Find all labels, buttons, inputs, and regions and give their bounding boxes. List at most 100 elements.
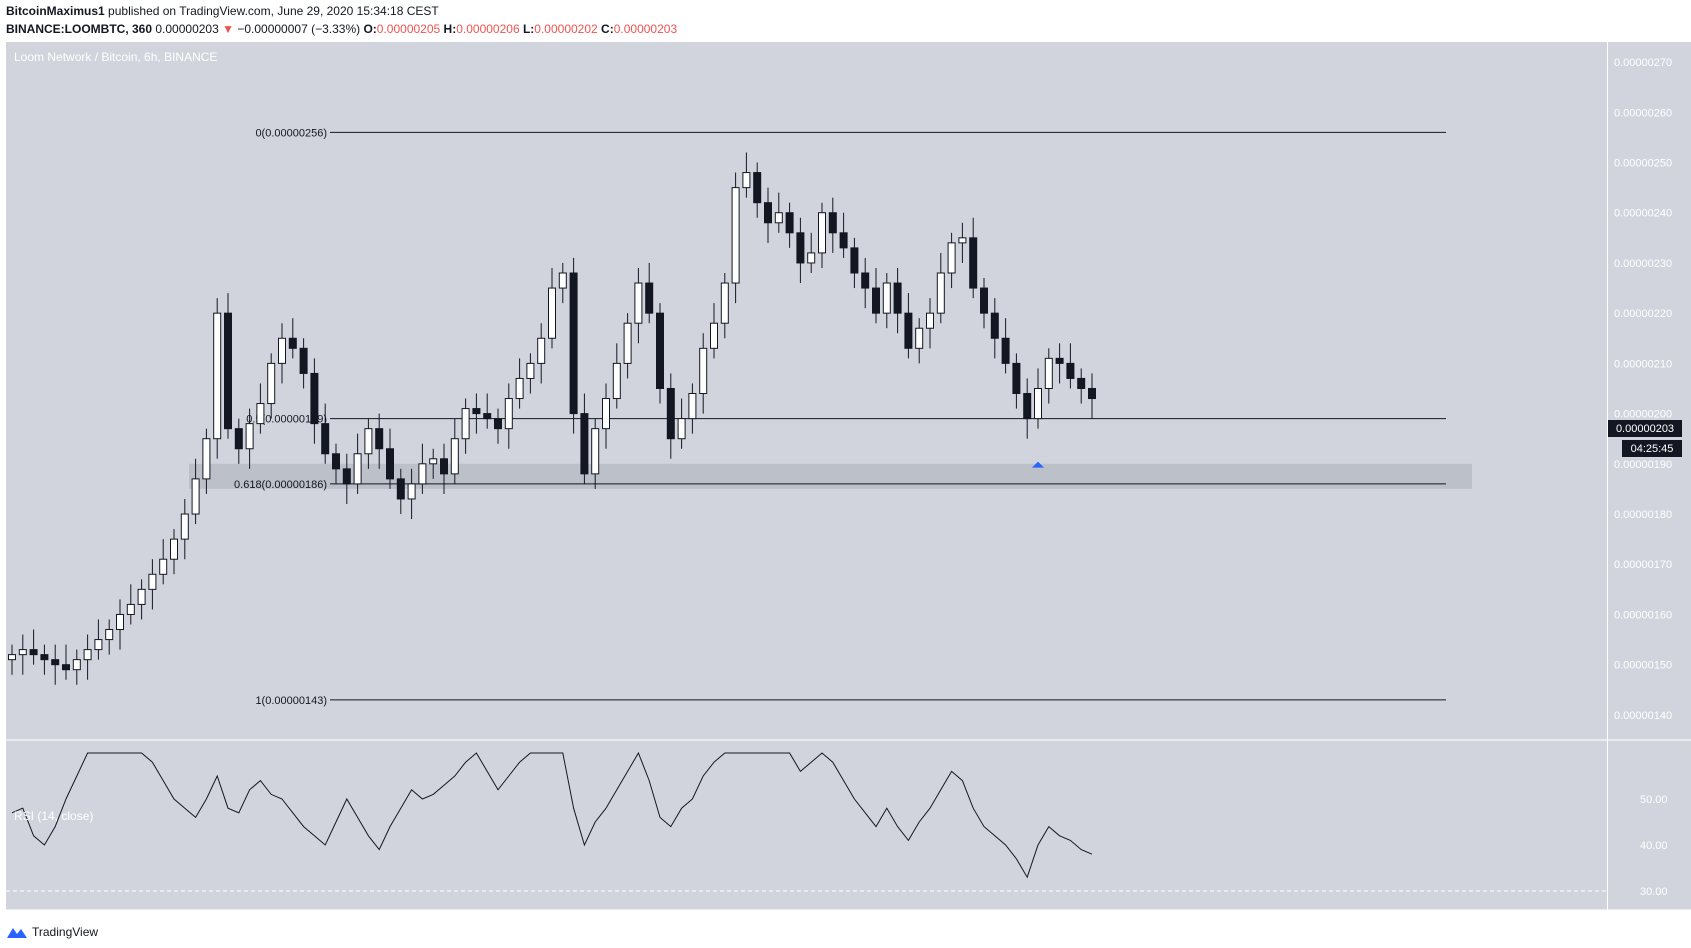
x-tick-label: Jun [380, 916, 398, 928]
change-value: −0.00000007 (−3.33%) [237, 22, 361, 36]
candle-body [980, 287, 988, 314]
candle-body [1088, 387, 1096, 400]
y-tick-label: 0.00000250 [1614, 158, 1672, 170]
footer-brand[interactable]: TradingView [32, 925, 99, 939]
candle-body [148, 573, 157, 590]
price-badge: 0.00000203 04:25:45 [1608, 420, 1682, 457]
candle-body [1055, 357, 1064, 364]
candle-body [893, 282, 902, 314]
x-tick-label: 13 [1409, 916, 1421, 928]
candle-body [396, 478, 405, 500]
axes-layer: 0.00000270 0.00000260 0.00000250 0.00000240… [6, 57, 1691, 928]
y-tick-label: 0.00000210 [1614, 358, 1672, 370]
candle-body [990, 312, 999, 339]
candle-body [429, 458, 438, 465]
candle-body [62, 664, 70, 671]
rsi-tick-label: 40.00 [1640, 840, 1668, 852]
candle-body [1012, 362, 1021, 395]
candle-body [245, 423, 254, 450]
fib-level-label: 0(0.00000256) [255, 127, 327, 139]
candle-body [1066, 362, 1075, 379]
candle-body [450, 438, 459, 475]
candle-body [353, 453, 362, 485]
candle-body [969, 237, 978, 289]
candle-body [126, 603, 135, 615]
rsi-tick-label: 50.00 [1640, 794, 1668, 806]
candle-body [958, 237, 967, 244]
candle-body [807, 252, 816, 264]
candle-body [40, 654, 49, 661]
candle-body [926, 312, 934, 329]
close-label: C: [601, 22, 614, 36]
candle-body [461, 408, 470, 440]
candle-body [116, 613, 124, 631]
candle-body [1023, 393, 1032, 420]
candle-body [634, 282, 643, 324]
x-tick-label: 14:00 [632, 916, 660, 928]
footer: TradingView [6, 922, 98, 942]
candle-body [288, 337, 297, 349]
candle-body [1001, 337, 1010, 364]
candle-body [29, 649, 38, 656]
candle-body [310, 372, 319, 425]
support-zone [189, 463, 1472, 489]
candle-body [731, 187, 740, 284]
candle-body [710, 322, 718, 349]
candle-body [882, 282, 891, 314]
candle-body [94, 639, 103, 651]
candle-body [850, 247, 859, 274]
candle-body [666, 387, 675, 440]
rsi-layer: 50.00 40.00 30.00 [6, 751, 1668, 898]
tradingview-logo-icon [7, 928, 27, 938]
candle-body [677, 418, 686, 440]
y-tick-label: 0.00000260 [1614, 107, 1672, 119]
candle-body [72, 659, 81, 671]
y-tick-label: 0.00000170 [1614, 559, 1672, 571]
candle-body [386, 448, 394, 480]
fib-level-label: 0.5(0.00000199) [246, 414, 327, 426]
rsi-line [11, 751, 1093, 879]
candle-body [796, 232, 805, 264]
candle-body [137, 588, 146, 605]
x-tick-label: 8 [557, 916, 563, 928]
candle-body [321, 423, 330, 455]
candle-body [342, 468, 351, 485]
x-tick-label: Jul [1151, 916, 1165, 928]
y-tick-label: 0.00000270 [1614, 57, 1672, 69]
fib-levels-layer: 0(0.00000256) 0.5(0.00000199) 0.618(0.0000… [234, 127, 1446, 707]
marker-triangle-icon [1032, 461, 1044, 468]
candle-body [742, 172, 751, 189]
candle-body [1077, 377, 1086, 389]
candle-body [602, 398, 610, 430]
candle-body [904, 312, 913, 349]
price-axis[interactable] [1607, 42, 1691, 910]
candle-body [191, 478, 200, 515]
candle-body [537, 337, 546, 364]
candle-body [645, 282, 654, 314]
rsi-tick-label: 30.00 [1640, 886, 1668, 898]
published-text: published on TradingView.com, June 29, 2… [108, 4, 439, 18]
author-name[interactable]: BitcoinMaximus1 [6, 4, 105, 18]
symbol-line: BINANCE:LOOMBTC, 360 0.00000203 ▼ −0.000… [6, 22, 677, 36]
publish-info: BitcoinMaximus1 published on TradingView… [6, 4, 439, 18]
candle-body [483, 413, 492, 420]
fib-level-label: 0.618(0.00000186) [234, 479, 327, 491]
chart-title: Loom Network / Bitcoin, 6h, BINANCE [14, 50, 217, 64]
candle-body [504, 398, 513, 430]
candle-body [688, 393, 697, 420]
candle-body [170, 538, 178, 560]
candle-body [1044, 357, 1053, 389]
candle-body [213, 312, 222, 440]
candle-body [872, 287, 880, 314]
low-label: L: [522, 22, 535, 36]
y-tick-label: 0.00000160 [1614, 609, 1672, 621]
candle-body [623, 322, 632, 364]
x-tick-label: 14:00 [1487, 916, 1515, 928]
x-tick-label: 6 [1241, 916, 1247, 928]
candle-body [526, 362, 535, 379]
x-tick-label: 15 [725, 916, 737, 928]
candle-body [839, 232, 848, 249]
rsi-label: RSI (14, close) [14, 809, 93, 823]
y-tick-label: 0.00000240 [1614, 208, 1672, 220]
